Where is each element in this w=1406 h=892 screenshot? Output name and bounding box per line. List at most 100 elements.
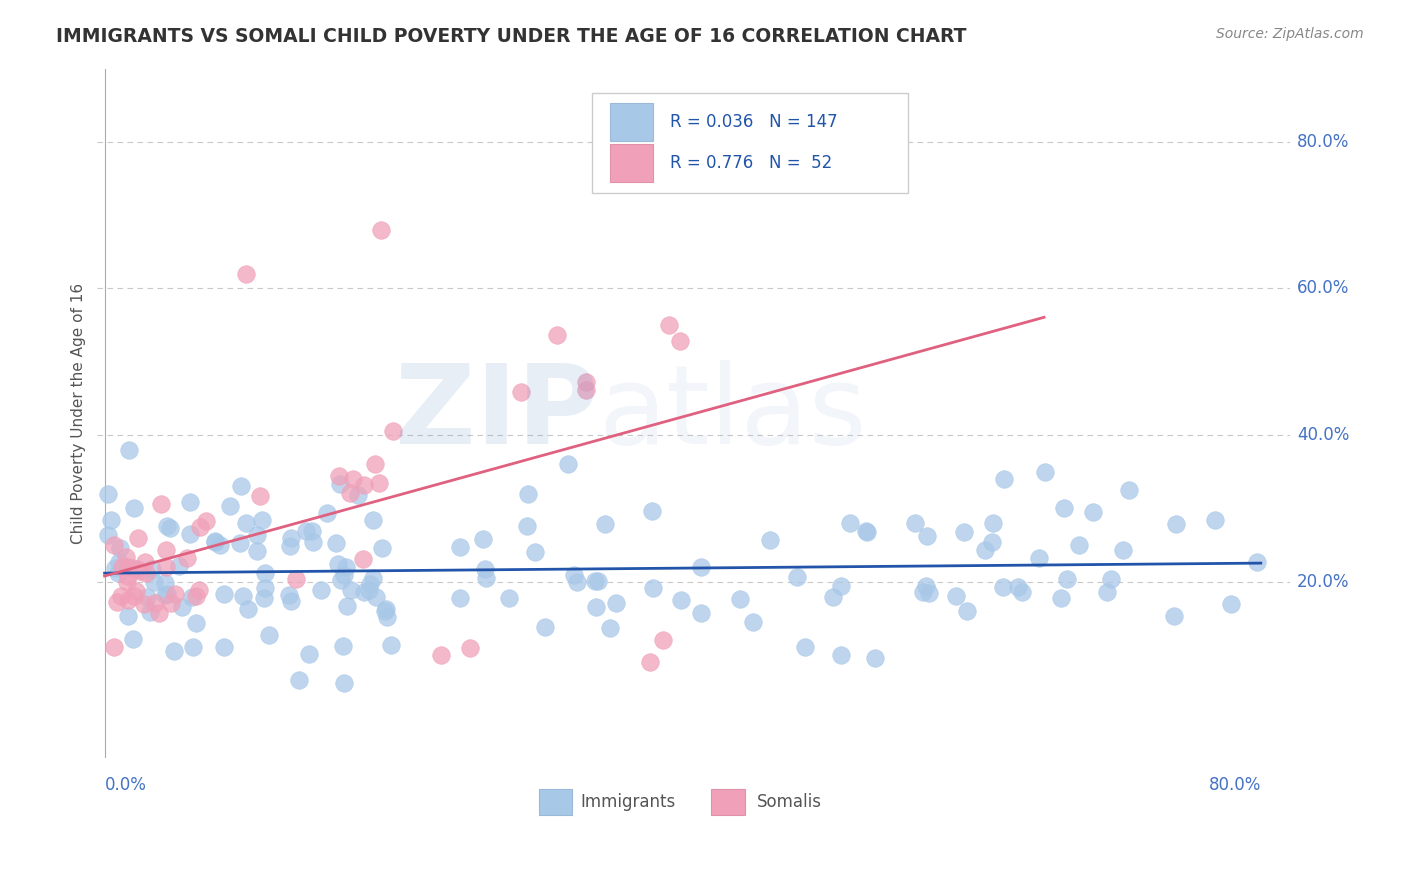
Point xyxy=(332,675,354,690)
Point xyxy=(671,593,693,607)
Text: Source: ZipAtlas.com: Source: ZipAtlas.com xyxy=(1216,27,1364,41)
Point xyxy=(1028,551,1050,566)
Point xyxy=(1112,543,1135,558)
Point xyxy=(340,583,363,598)
Point xyxy=(159,596,181,610)
Text: 0.0%: 0.0% xyxy=(104,776,146,794)
Point xyxy=(352,551,374,566)
Point xyxy=(575,375,598,389)
Point xyxy=(380,638,402,652)
Point xyxy=(669,334,692,349)
Point xyxy=(516,518,538,533)
Point xyxy=(236,601,259,615)
Point xyxy=(830,648,852,662)
Point xyxy=(368,476,391,491)
Text: 60.0%: 60.0% xyxy=(1296,279,1350,297)
Point xyxy=(122,632,145,646)
Point xyxy=(516,486,538,500)
Point xyxy=(316,506,339,520)
Point xyxy=(472,533,495,547)
Point xyxy=(759,533,782,548)
Point xyxy=(122,561,145,575)
Text: atlas: atlas xyxy=(598,359,866,467)
Point xyxy=(250,513,273,527)
Text: ZIP: ZIP xyxy=(395,359,598,467)
Point xyxy=(122,500,145,515)
Point xyxy=(117,608,139,623)
Point xyxy=(188,583,211,598)
Point xyxy=(856,525,879,540)
Point xyxy=(562,568,585,582)
Point xyxy=(135,566,157,581)
Point xyxy=(170,599,193,614)
Point xyxy=(127,531,149,545)
Point xyxy=(373,604,395,618)
Point xyxy=(219,499,242,513)
Point xyxy=(148,606,170,620)
Point xyxy=(285,572,308,586)
Point xyxy=(165,587,187,601)
Point xyxy=(855,524,877,539)
Point xyxy=(690,607,713,621)
Point xyxy=(382,425,405,439)
Point xyxy=(1163,608,1185,623)
Point xyxy=(253,581,276,595)
Point xyxy=(183,640,205,655)
Point xyxy=(118,442,141,457)
Point xyxy=(167,559,190,574)
Point xyxy=(115,549,138,564)
Point xyxy=(1164,517,1187,532)
Point xyxy=(361,513,384,527)
Point xyxy=(134,555,156,569)
Point xyxy=(136,591,159,605)
Point xyxy=(361,571,384,585)
Point xyxy=(231,479,253,493)
Point xyxy=(204,534,226,549)
Point xyxy=(249,489,271,503)
Point xyxy=(1083,505,1105,519)
Point xyxy=(204,533,226,548)
Point xyxy=(139,605,162,619)
Point xyxy=(153,576,176,591)
Point xyxy=(912,585,935,599)
Point xyxy=(212,587,235,601)
Point xyxy=(97,528,120,542)
Point xyxy=(690,560,713,574)
Point xyxy=(336,599,359,613)
Point xyxy=(342,472,364,486)
Point xyxy=(103,538,125,552)
Point xyxy=(111,560,134,574)
Point xyxy=(1056,572,1078,586)
Point xyxy=(1050,591,1073,605)
Point xyxy=(156,586,179,600)
Point xyxy=(278,539,301,553)
Point xyxy=(567,574,589,589)
Point xyxy=(498,591,520,605)
Point xyxy=(108,555,131,569)
Point xyxy=(155,559,177,574)
Point xyxy=(1118,483,1140,497)
Point xyxy=(364,458,387,472)
Point xyxy=(830,579,852,593)
Point xyxy=(1007,580,1029,594)
Point xyxy=(162,643,184,657)
Point xyxy=(915,528,938,542)
Text: R = 0.776   N =  52: R = 0.776 N = 52 xyxy=(669,154,832,172)
Point xyxy=(179,495,201,509)
Point xyxy=(353,478,375,492)
Point xyxy=(208,538,231,552)
Point xyxy=(333,567,356,582)
Point xyxy=(107,566,129,580)
Point xyxy=(1095,584,1118,599)
Point xyxy=(918,586,941,600)
Point xyxy=(155,542,177,557)
Point xyxy=(370,541,392,555)
Point xyxy=(103,640,125,654)
Point xyxy=(1099,573,1122,587)
Point xyxy=(993,472,1015,486)
Point xyxy=(176,551,198,566)
Point xyxy=(638,655,661,669)
Point xyxy=(125,583,148,598)
Text: 80.0%: 80.0% xyxy=(1208,776,1261,794)
Point xyxy=(823,590,845,604)
